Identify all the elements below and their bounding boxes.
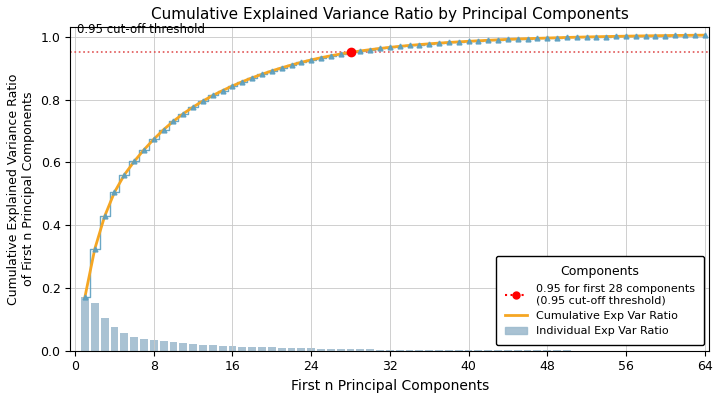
Bar xyxy=(248,347,256,351)
Line: Cumulative Exp Var Ratio: Cumulative Exp Var Ratio xyxy=(85,35,705,297)
Bar xyxy=(169,342,177,351)
Legend: 0.95 for first 28 components
(0.95 cut-off threshold), Cumulative Exp Var Ratio,: 0.95 for first 28 components (0.95 cut-o… xyxy=(496,256,704,345)
Bar xyxy=(268,348,276,351)
Bar xyxy=(435,350,443,351)
Bar xyxy=(415,350,423,351)
Bar xyxy=(317,348,325,351)
Bar xyxy=(386,350,394,351)
Bar xyxy=(474,350,482,351)
Cumulative Exp Var Ratio xyxy=(336,52,345,56)
Bar xyxy=(91,303,99,351)
Bar xyxy=(297,348,305,351)
Bar xyxy=(455,350,463,351)
Bar xyxy=(160,341,168,351)
Title: Cumulative Explained Variance Ratio by Principal Components: Cumulative Explained Variance Ratio by P… xyxy=(151,7,629,22)
Bar xyxy=(485,350,492,351)
Bar xyxy=(494,350,502,351)
Y-axis label: Cumulative Explained Variance Ratio
of First n Principal Components: Cumulative Explained Variance Ratio of F… xyxy=(7,73,35,305)
Bar xyxy=(287,348,295,351)
Bar xyxy=(405,350,413,351)
Bar xyxy=(140,339,148,351)
Bar xyxy=(81,297,89,351)
Text: 0.95 cut-off threshold: 0.95 cut-off threshold xyxy=(76,23,204,36)
Bar xyxy=(396,350,404,351)
Bar xyxy=(238,346,246,351)
Bar xyxy=(199,345,207,351)
Bar xyxy=(130,337,138,351)
X-axis label: First n Principal Components: First n Principal Components xyxy=(291,379,489,393)
Bar xyxy=(189,344,197,351)
Bar xyxy=(366,350,374,351)
Bar xyxy=(464,350,472,351)
Cumulative Exp Var Ratio xyxy=(385,45,394,50)
Cumulative Exp Var Ratio xyxy=(484,38,492,43)
Bar xyxy=(356,349,364,351)
Bar xyxy=(228,346,236,351)
Bar xyxy=(307,348,315,351)
Bar xyxy=(219,346,227,351)
Cumulative Exp Var Ratio xyxy=(474,38,482,43)
Bar xyxy=(101,318,109,351)
Bar xyxy=(179,343,187,351)
Bar xyxy=(426,350,433,351)
Bar xyxy=(111,327,118,351)
Bar xyxy=(337,349,345,351)
Bar xyxy=(120,334,128,351)
Cumulative Exp Var Ratio xyxy=(425,42,433,46)
Bar xyxy=(150,340,158,351)
Cumulative Exp Var Ratio xyxy=(81,294,89,299)
Bar xyxy=(376,350,384,351)
Bar xyxy=(278,348,286,351)
Bar xyxy=(445,350,453,351)
Bar xyxy=(209,345,217,351)
Cumulative Exp Var Ratio xyxy=(159,127,168,132)
Bar xyxy=(327,349,335,351)
Bar xyxy=(346,349,354,351)
Bar xyxy=(258,347,266,351)
Cumulative Exp Var Ratio xyxy=(701,33,709,38)
Bar xyxy=(504,350,512,351)
